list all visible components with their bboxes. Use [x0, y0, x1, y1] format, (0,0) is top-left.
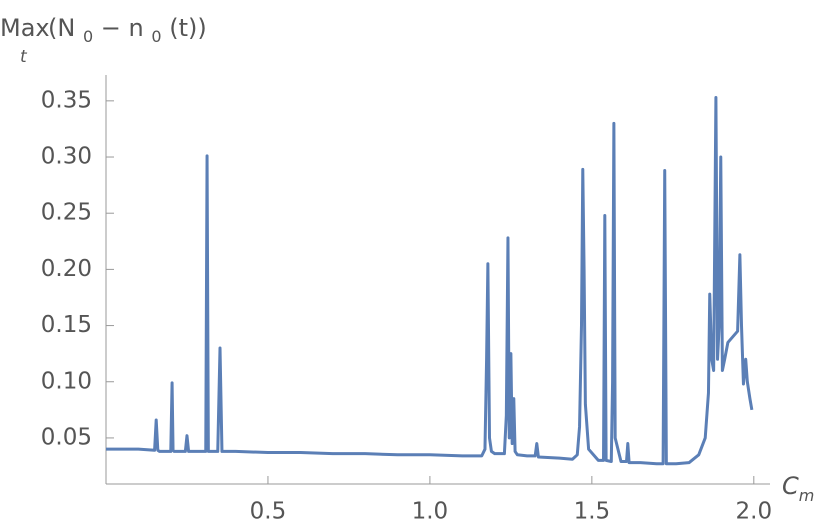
- y-axis-title: Max (N 0 − n 0 (t)): [0, 14, 207, 48]
- y-tick-label: 0.35: [41, 87, 92, 113]
- x-tick-label: 2.0: [736, 499, 773, 525]
- data-line: [106, 95, 754, 466]
- y-title-part: Max: [0, 14, 50, 42]
- y-tick-label: 0.10: [41, 368, 92, 394]
- y-tick-label: 0.20: [41, 256, 92, 282]
- y-tick-label: 0.30: [41, 144, 92, 170]
- x-axis-title: Cm: [782, 472, 814, 505]
- x-tick-label: 1.0: [412, 499, 449, 525]
- y-title-part: t: [20, 47, 28, 67]
- y-title-part: (N: [48, 14, 75, 42]
- x-title-part: m: [799, 486, 815, 505]
- y-tick-label: 0.25: [41, 200, 92, 226]
- y-tick-label: 0.05: [41, 424, 92, 450]
- y-title-part: − n: [101, 14, 144, 42]
- y-title-part: 0: [151, 27, 161, 46]
- y-title-part: 0: [83, 27, 93, 46]
- x-title-part: C: [782, 472, 799, 500]
- y-title-part: (t)): [169, 14, 207, 42]
- y-tick-label: 0.15: [41, 312, 92, 338]
- x-tick-label: 1.5: [574, 499, 611, 525]
- x-tick-label: 0.5: [250, 499, 287, 525]
